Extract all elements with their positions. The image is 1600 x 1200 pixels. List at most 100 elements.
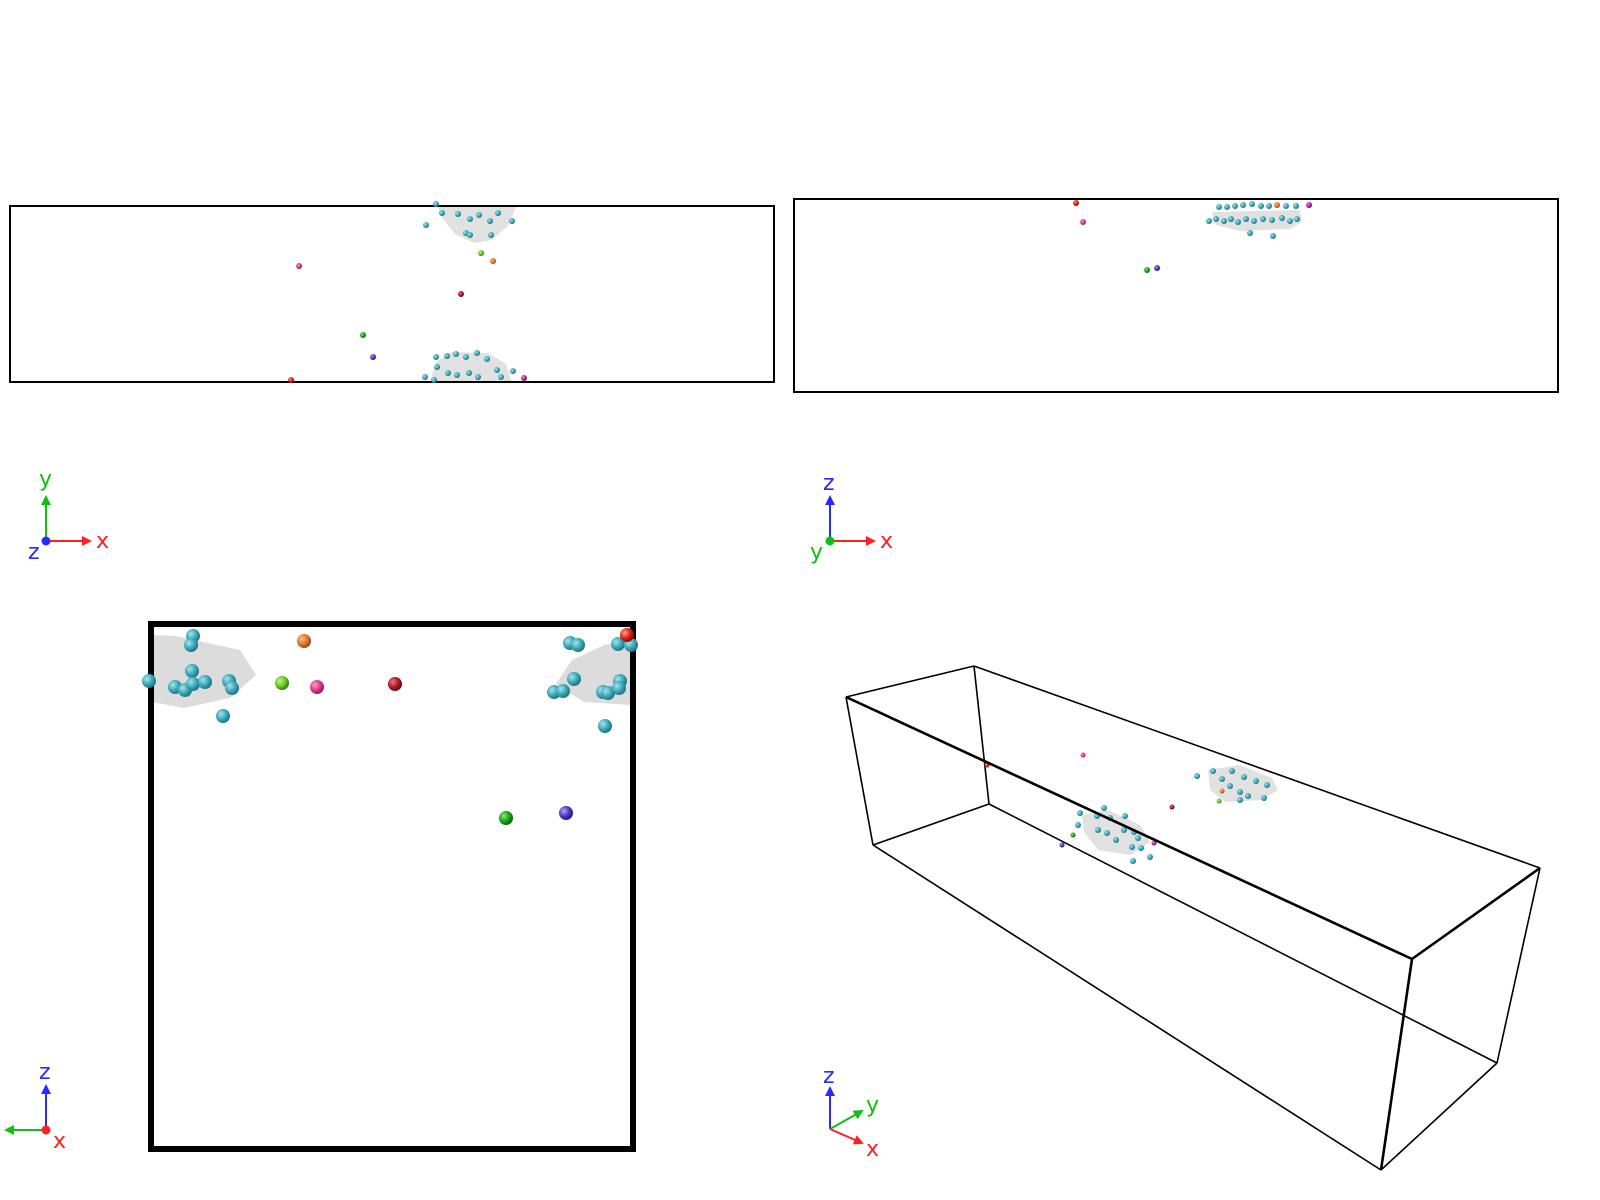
atom: [466, 370, 472, 376]
atom: [484, 356, 490, 362]
atom: [423, 222, 429, 228]
box-front-edges: [845, 695, 1541, 1171]
atom: [1224, 204, 1230, 210]
atom: [1293, 203, 1299, 209]
atom: [498, 374, 504, 380]
atom: [1269, 217, 1275, 223]
atom: [439, 210, 445, 216]
atom-magenta: [1151, 840, 1157, 846]
atom: [567, 672, 581, 686]
atom: [142, 674, 156, 688]
atom-cluster: [1206, 201, 1300, 239]
atom: [1270, 233, 1276, 239]
atom: [1129, 844, 1135, 850]
atom: [1264, 782, 1270, 788]
atom-cluster: [422, 201, 516, 383]
atom: [1245, 793, 1251, 799]
atom: [474, 350, 480, 356]
atom: [1253, 778, 1259, 784]
panel-view-xy: x y z: [9, 201, 775, 565]
atom: [1243, 216, 1249, 222]
atom: [1228, 216, 1234, 222]
atom: [1077, 810, 1083, 816]
atom: [1075, 822, 1081, 828]
atom-lime: [1216, 798, 1222, 804]
atom: [1247, 230, 1253, 236]
axis-label-z: z: [28, 540, 40, 565]
atom-red: [288, 377, 294, 383]
atom: [431, 377, 437, 383]
atom-green: [499, 811, 513, 825]
atom-orange: [1219, 788, 1225, 794]
atom: [1206, 218, 1212, 224]
box-back-edges: [845, 665, 1541, 1171]
atom-crimson: [1169, 804, 1175, 810]
atom: [612, 681, 626, 695]
atom: [1283, 203, 1289, 209]
atom: [1261, 795, 1267, 801]
atom: [1279, 215, 1285, 221]
surface-patch: [1208, 765, 1278, 802]
atom: [1237, 797, 1243, 803]
atom-cluster: [142, 629, 638, 733]
atom-green: [360, 332, 366, 338]
atom-orange: [490, 258, 496, 264]
atom-blue: [559, 806, 573, 820]
atom: [601, 686, 615, 700]
atom: [1122, 813, 1128, 819]
atom-pink: [296, 263, 302, 269]
atom: [434, 364, 440, 370]
atom: [1113, 837, 1119, 843]
axis-triad: z x: [4, 1060, 66, 1154]
atom: [1260, 216, 1266, 222]
axis-label-x: x: [96, 529, 109, 554]
atom-green: [1144, 267, 1150, 273]
axis-label-y: y: [810, 540, 823, 565]
surface-patch: [152, 635, 256, 708]
axis-label-x: x: [866, 1137, 879, 1162]
atom-green: [1070, 832, 1076, 838]
atom-orange: [1274, 202, 1280, 208]
atom: [495, 210, 501, 216]
atom: [1240, 202, 1246, 208]
atom-lime: [478, 250, 484, 256]
atom: [463, 354, 469, 360]
atom: [509, 218, 515, 224]
axis-triad: x z y: [810, 471, 893, 565]
atom: [445, 370, 451, 376]
atom: [487, 218, 493, 224]
atom: [1235, 219, 1241, 225]
atom: [1194, 773, 1200, 779]
atom: [1237, 789, 1243, 795]
atom: [611, 637, 625, 651]
atom: [433, 354, 439, 360]
atom: [467, 232, 473, 238]
atom: [1121, 827, 1127, 833]
atom-blue: [1154, 265, 1160, 271]
atom: [216, 709, 230, 723]
atom-cluster: [1075, 768, 1270, 864]
surface-patch: [1082, 810, 1150, 855]
surface-patch: [1212, 210, 1302, 231]
atom: [1219, 776, 1225, 782]
atom-orange: [297, 634, 311, 648]
atom: [455, 211, 461, 217]
axis-label-z: z: [39, 1060, 51, 1085]
axis-label-y: y: [866, 1093, 879, 1118]
atom-crimson: [388, 677, 402, 691]
atom: [1147, 854, 1153, 860]
atom: [494, 367, 500, 373]
atom: [1227, 783, 1233, 789]
atom: [1221, 218, 1227, 224]
atom: [186, 677, 200, 691]
atom-crimson: [458, 291, 464, 297]
panel-view-perspective: z y x: [823, 665, 1541, 1171]
atom-red: [620, 628, 634, 642]
atom: [571, 638, 585, 652]
simulation-box: [793, 198, 1559, 393]
atom: [444, 353, 450, 359]
atom: [556, 684, 570, 698]
axis-triad: z y x: [823, 1064, 879, 1162]
atom-blue: [370, 354, 376, 360]
